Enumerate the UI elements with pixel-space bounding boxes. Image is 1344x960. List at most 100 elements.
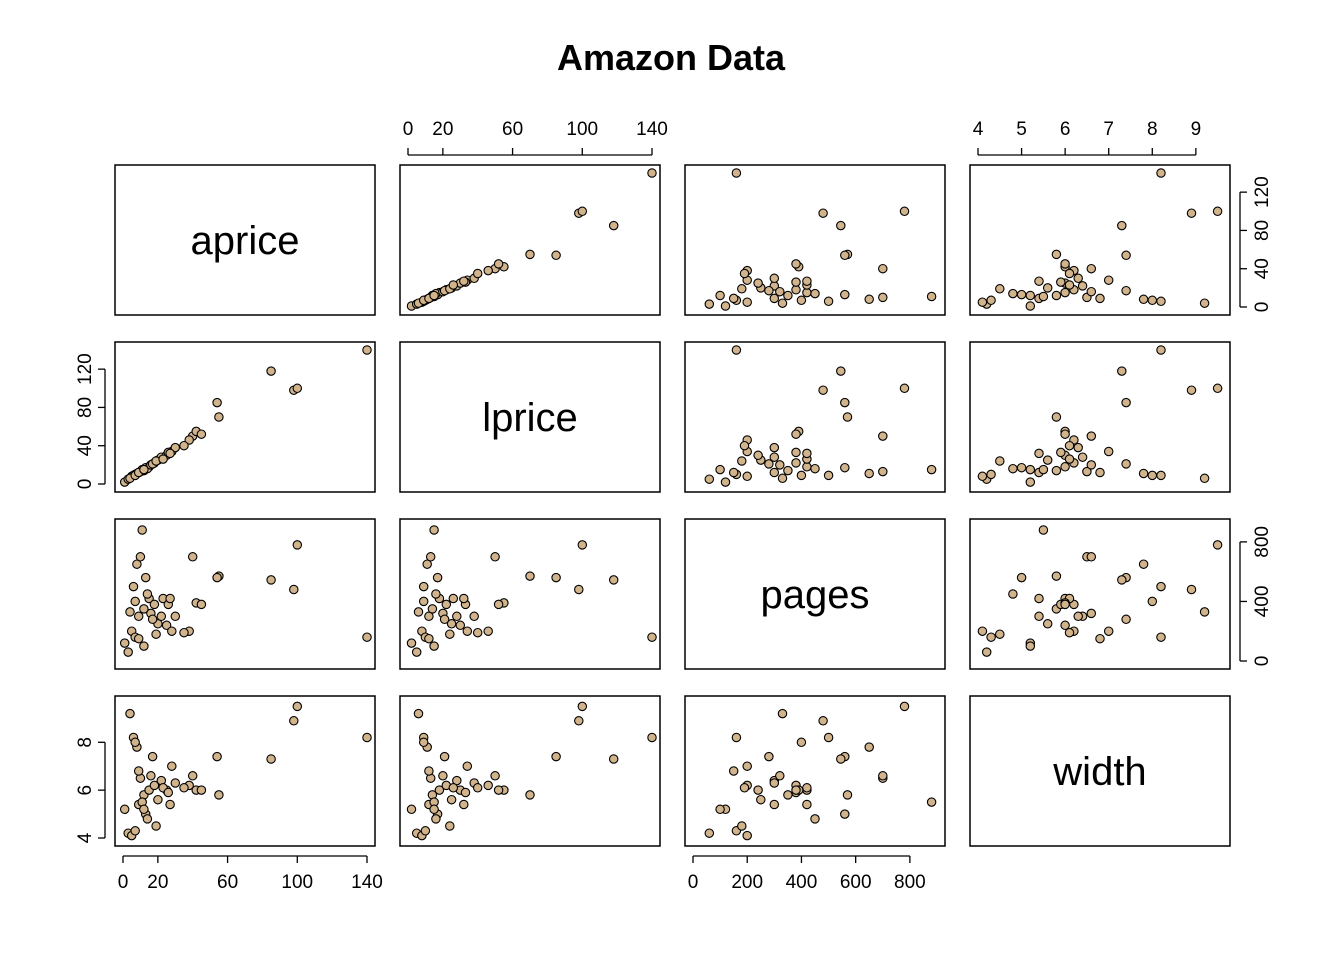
data-point — [1086, 263, 1097, 274]
data-point — [187, 771, 198, 781]
data-point — [445, 821, 455, 831]
data-point — [1064, 454, 1075, 464]
tick-label: 400 — [1252, 586, 1273, 618]
data-point — [493, 259, 504, 269]
data-point — [1060, 620, 1070, 631]
data-point — [179, 783, 189, 793]
data-point — [842, 412, 853, 422]
variable-label-pages: pages — [761, 573, 870, 617]
data-point — [1064, 440, 1075, 451]
data-point — [362, 345, 372, 355]
data-point — [406, 804, 417, 815]
data-point — [720, 301, 731, 311]
panel-frame — [684, 341, 946, 493]
data-point — [490, 771, 500, 781]
data-point — [995, 284, 1005, 294]
data-point — [1038, 291, 1049, 302]
data-point — [429, 804, 439, 815]
data-point — [1025, 290, 1036, 301]
panel-frame — [114, 695, 376, 847]
data-point — [165, 593, 175, 604]
data-point — [777, 473, 788, 484]
data-point — [791, 458, 801, 468]
data-point — [135, 552, 146, 562]
data-point — [483, 265, 493, 276]
data-point — [756, 794, 766, 805]
tick-label: 8 — [75, 737, 96, 748]
tick-label: 0 — [688, 872, 699, 893]
tick-label: 120 — [75, 353, 96, 385]
data-point — [362, 632, 372, 642]
data-point — [995, 456, 1005, 466]
data-point — [429, 290, 439, 301]
data-point — [170, 442, 181, 453]
data-point — [165, 799, 175, 810]
data-point — [1103, 626, 1114, 636]
data-point — [1212, 540, 1223, 550]
data-point — [1117, 575, 1127, 585]
data-point — [753, 450, 763, 461]
data-point — [462, 761, 473, 771]
data-point — [878, 263, 888, 274]
data-point — [525, 571, 535, 581]
data-point — [769, 273, 780, 284]
data-point — [525, 249, 535, 260]
data-point — [425, 552, 436, 562]
data-point — [791, 285, 801, 295]
data-point — [130, 596, 140, 607]
data-point — [147, 614, 158, 625]
panel-aprice-vs-lprice — [399, 164, 661, 316]
data-point — [187, 552, 198, 562]
data-point — [777, 708, 788, 719]
data-point — [167, 761, 177, 771]
data-point — [769, 442, 780, 453]
data-point — [472, 627, 483, 638]
tick-label: 0 — [403, 119, 414, 140]
panel-lprice-vs-pages — [684, 341, 946, 493]
data-point — [818, 716, 828, 726]
data-point — [1147, 596, 1158, 607]
data-point — [151, 629, 161, 639]
panel-aprice-vs-aprice: aprice — [114, 164, 376, 316]
data-point — [1117, 220, 1127, 231]
data-point — [525, 790, 535, 800]
panel-width-vs-lprice — [399, 695, 661, 847]
data-point — [769, 778, 780, 788]
data-point — [836, 220, 846, 231]
data-point — [212, 572, 222, 583]
right-axis-pages: 0 400 800 — [1239, 526, 1273, 666]
tick-label: 0 — [1252, 302, 1273, 313]
panel-width-vs-aprice — [114, 695, 376, 847]
panel-frame — [399, 164, 661, 316]
data-point — [1121, 397, 1131, 408]
data-point — [167, 626, 177, 636]
panel-pages-vs-pages: pages — [684, 518, 946, 670]
data-point — [737, 456, 747, 466]
data-point — [739, 440, 750, 451]
data-point — [406, 638, 417, 648]
data-point — [418, 737, 429, 748]
data-point — [424, 766, 434, 776]
data-point — [214, 790, 224, 800]
data-point — [158, 454, 168, 464]
data-point — [483, 780, 493, 791]
data-point — [1138, 468, 1149, 479]
data-point — [715, 290, 725, 301]
tick-label: 0 — [75, 479, 96, 490]
data-point — [1212, 383, 1223, 394]
data-point — [742, 761, 752, 771]
variable-label-aprice: aprice — [191, 219, 300, 263]
data-point — [441, 599, 452, 610]
data-point — [1095, 633, 1105, 644]
data-point — [424, 633, 434, 644]
data-point — [986, 632, 996, 642]
data-point — [878, 292, 888, 303]
data-point — [1016, 462, 1027, 473]
data-point — [1038, 525, 1049, 535]
panel-frame — [399, 695, 661, 847]
tick-label: 140 — [351, 872, 383, 893]
data-point — [647, 732, 657, 743]
data-point — [551, 751, 561, 762]
tick-label: 200 — [731, 872, 763, 893]
data-point — [704, 299, 715, 309]
